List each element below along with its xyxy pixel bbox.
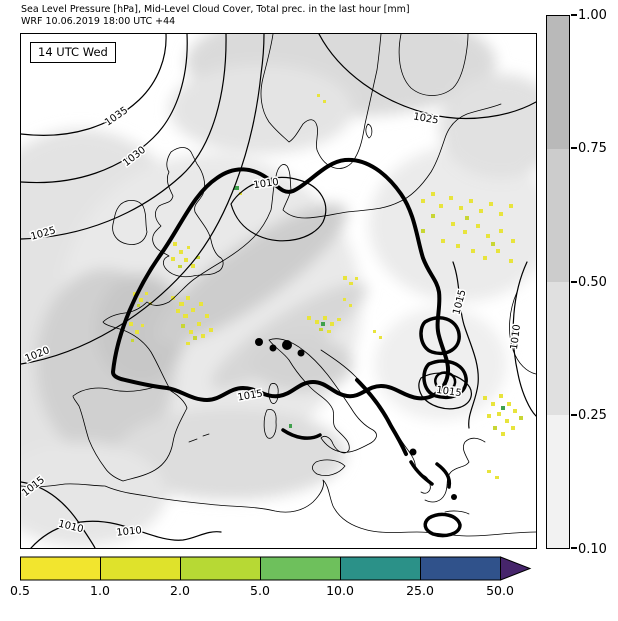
- isobar-label-1010-east: 1010: [509, 324, 523, 351]
- isobar-thick-1015: [111, 157, 468, 538]
- precip-tick-label: 10.0: [326, 583, 354, 598]
- coast-crete: [444, 510, 470, 515]
- chart-subtitle: WRF 10.06.2019 18:00 UTC +44: [21, 16, 176, 27]
- coast-corsica: [268, 383, 279, 404]
- bold-contour-balkan-loop-1: [419, 316, 461, 356]
- coast-west-europe: [102, 103, 502, 392]
- chart-title-block: Sea Level Pressure [hPa], Mid-Level Clou…: [21, 4, 410, 28]
- cloud-colorbar-segment: [547, 16, 569, 149]
- bold-contour-alps-2: [269, 344, 277, 352]
- cloud-tick-label: 0.75: [578, 141, 607, 156]
- cloud-tick-mark: [571, 414, 577, 416]
- cloud-tick-mark: [571, 547, 577, 549]
- cloud-colorbar-segment: [547, 282, 569, 415]
- isobar-1025-northeast: [318, 34, 536, 120]
- bold-contour-sirte-loop: [423, 512, 462, 538]
- coast-scandinavia: [260, 34, 382, 169]
- chart-title: Sea Level Pressure [hPa], Mid-Level Clou…: [21, 4, 410, 15]
- isobar-label-1010-northsea: 1010: [253, 177, 280, 191]
- timestamp-label: 14 UTC Wed: [30, 42, 116, 63]
- bold-contour-alps-4: [297, 349, 305, 357]
- bold-contour-dalmatia: [355, 378, 408, 456]
- coast-gotland: [365, 123, 373, 139]
- precip-tick-label: 25.0: [406, 583, 434, 598]
- precip-segment: [20, 556, 101, 581]
- isobar-1020: [21, 34, 265, 365]
- isobar-1015-east: [452, 261, 479, 429]
- cloud-tick-mark: [571, 14, 577, 16]
- precip-segment: [260, 556, 341, 581]
- cloud-tick-label: 1.00: [578, 8, 607, 23]
- precip-cluster-yellowgreen: [131, 214, 523, 430]
- coast-finland: [398, 34, 469, 96]
- cloud-tick-label: 0.10: [578, 542, 607, 557]
- coast-balearics: [188, 433, 210, 443]
- coast-black-sea: [509, 291, 536, 375]
- isobar-1030: [21, 34, 188, 184]
- coast-iberia: [72, 385, 188, 482]
- isobars-thin: [21, 34, 536, 548]
- precip-tick-label: 5.0: [250, 583, 270, 598]
- precip-colorbar-svg: [20, 556, 532, 581]
- bold-contour-balkan-loop-2: [422, 359, 468, 400]
- cloud-cover-shading: [21, 34, 536, 546]
- cloud-cover-colorbar: [546, 15, 570, 549]
- bold-contour-dot-aegean: [451, 494, 457, 500]
- precip-segment: [340, 556, 421, 581]
- precip-colorbar-arrow: [500, 556, 532, 581]
- precip-cluster-green: [234, 186, 505, 428]
- cloud-tick-mark: [571, 147, 577, 149]
- precip-tick-label: 2.0: [170, 583, 190, 598]
- isobar-1015-southwest: [21, 481, 96, 548]
- coast-italy: [268, 338, 377, 454]
- precip-segment: [180, 556, 261, 581]
- cloud-tick-mark: [571, 281, 577, 283]
- coastlines: [21, 34, 536, 537]
- cloud-tick-label: 0.50: [578, 275, 607, 290]
- bold-contour-alps-1: [255, 338, 263, 346]
- cloud-colorbar-segment: [547, 415, 569, 548]
- isobar-label-1035: 1035: [103, 105, 130, 129]
- precip-tick-label: 50.0: [486, 583, 514, 598]
- coast-sardinia: [263, 409, 277, 439]
- bold-contour-dot-adriatic: [409, 448, 417, 456]
- europe-weather-map: 1035 1030 1025 1020 1015 1010 1010 1010 …: [21, 34, 536, 548]
- bold-contour-alps-3: [282, 340, 292, 350]
- coast-sicily: [311, 459, 346, 476]
- map-area: 1035 1030 1025 1020 1015 1010 1010 1010 …: [20, 33, 537, 549]
- cloud-colorbar-segment: [547, 149, 569, 282]
- precip-segment: [100, 556, 181, 581]
- precip-tick-label: 0.5: [10, 583, 30, 598]
- isobar-label-1025-northeast: 1025: [412, 111, 439, 126]
- isobar-1025-west: [21, 34, 227, 240]
- isobar-label-1015-balkan: 1015: [435, 385, 462, 399]
- bold-contour-sicily-arc: [281, 428, 322, 440]
- isobar-1010-africa: [30, 520, 222, 548]
- coast-north-africa: [21, 479, 536, 537]
- cloud-tick-label: 0.25: [578, 408, 607, 423]
- coast-greece: [424, 437, 486, 503]
- bold-contour-balkan-inner: [434, 371, 457, 392]
- precip-colorbar: 0.5 1.0 2.0 5.0 10.0 25.0 50.0: [10, 556, 560, 604]
- bold-contour-greece: [435, 462, 452, 489]
- isobar-1010-east: [512, 261, 536, 417]
- isobar-1035: [21, 34, 167, 136]
- isobar-label-1010-africa-2: 1010: [116, 525, 142, 539]
- precip-tick-label: 1.0: [90, 583, 110, 598]
- bold-contour-albania: [409, 460, 434, 486]
- precip-segment: [420, 556, 501, 581]
